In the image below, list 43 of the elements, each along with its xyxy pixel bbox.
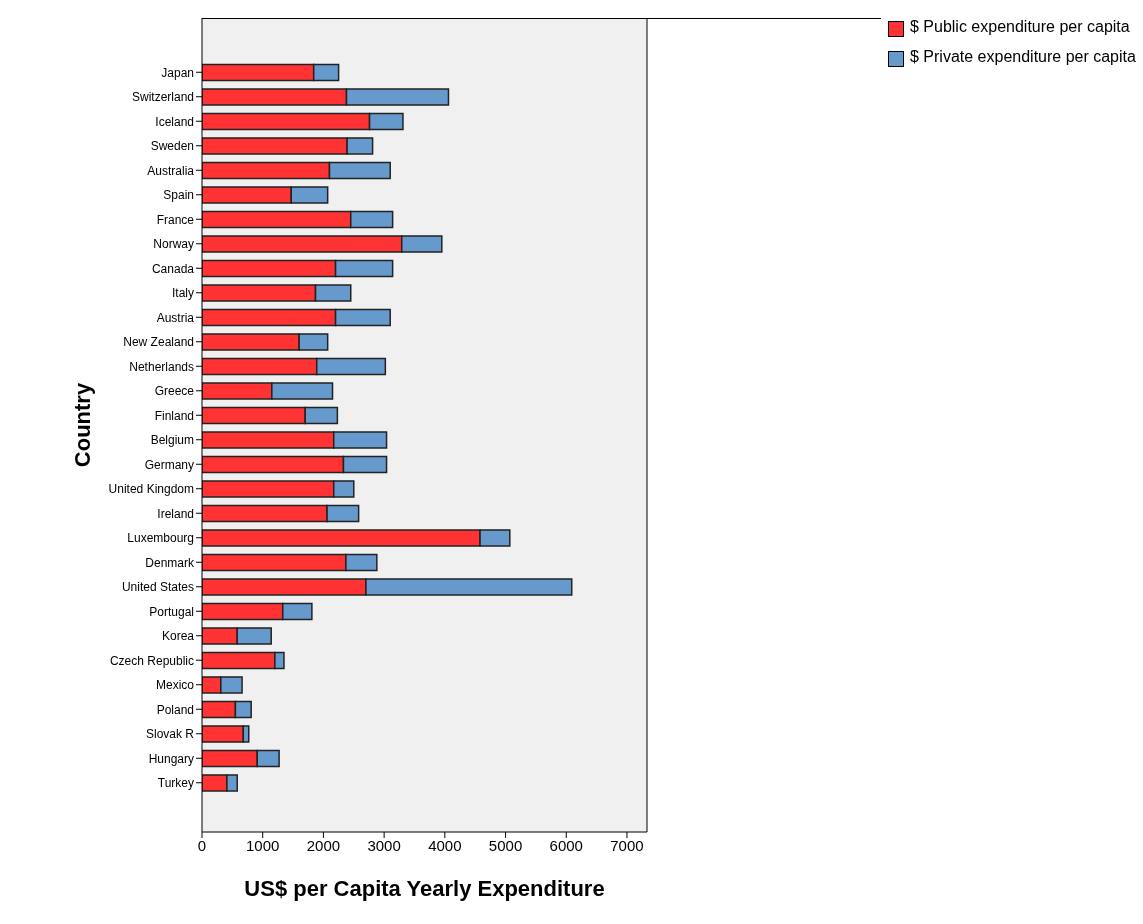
- y-tick-label: New Zealand: [123, 335, 194, 350]
- y-tick-label: Slovak R: [145, 727, 195, 742]
- y-tick-label: Norway: [153, 237, 194, 252]
- x-tick-label: 7000: [610, 836, 644, 854]
- legend-label: $ Public expenditure per capita: [910, 17, 1130, 37]
- x-tick-label: 0: [197, 836, 207, 854]
- legend-label: $ Private expenditure per capita: [910, 47, 1136, 67]
- y-tick-label: Hungary: [148, 751, 194, 766]
- y-tick-label: Mexico: [155, 678, 195, 693]
- y-tick-label: Turkey: [157, 776, 194, 791]
- y-tick-label: Greece: [154, 384, 195, 399]
- x-axis-title: US$ per Capita Yearly Expenditure: [244, 876, 605, 901]
- y-tick-label: Switzerland: [131, 90, 194, 105]
- x-tick-label: 2000: [306, 836, 341, 854]
- y-axis-title: Country: [69, 382, 95, 468]
- y-tick-label: Sweden: [150, 139, 194, 154]
- y-tick-label: Iceland: [155, 114, 194, 129]
- x-tick-label: 4000: [428, 836, 462, 854]
- y-tick-label: Czech Republic: [109, 653, 194, 668]
- x-tick-label: 5000: [488, 836, 523, 854]
- y-tick-label: Poland: [156, 702, 194, 717]
- y-tick-label: Australia: [147, 163, 195, 178]
- y-tick-label: Germany: [144, 457, 194, 472]
- x-tick-label: 6000: [549, 836, 583, 854]
- y-tick-label: Spain: [163, 188, 194, 203]
- y-tick-label: Luxembourg: [127, 531, 194, 546]
- y-tick-label: Belgium: [150, 433, 194, 448]
- y-tick-label: United Kingdom: [108, 482, 194, 497]
- x-tick-label: 1000: [246, 836, 280, 854]
- y-tick-label: United States: [121, 580, 194, 595]
- y-tick-label: Canada: [151, 261, 195, 276]
- y-tick-label: Portugal: [149, 604, 194, 619]
- y-tick-label: Austria: [156, 310, 195, 325]
- bar: [202, 725, 245, 743]
- y-tick-label: Ireland: [157, 506, 194, 521]
- y-tick-label: Denmark: [145, 555, 195, 570]
- y-tick-label: Finland: [154, 408, 194, 423]
- y-tick-label: Italy: [171, 286, 194, 301]
- y-tick-label: Korea: [161, 629, 195, 644]
- y-tick-label: Netherlands: [129, 359, 194, 374]
- y-tick-label: France: [156, 212, 195, 227]
- x-tick-label: 3000: [367, 836, 401, 854]
- y-tick-label: Japan: [161, 65, 194, 80]
